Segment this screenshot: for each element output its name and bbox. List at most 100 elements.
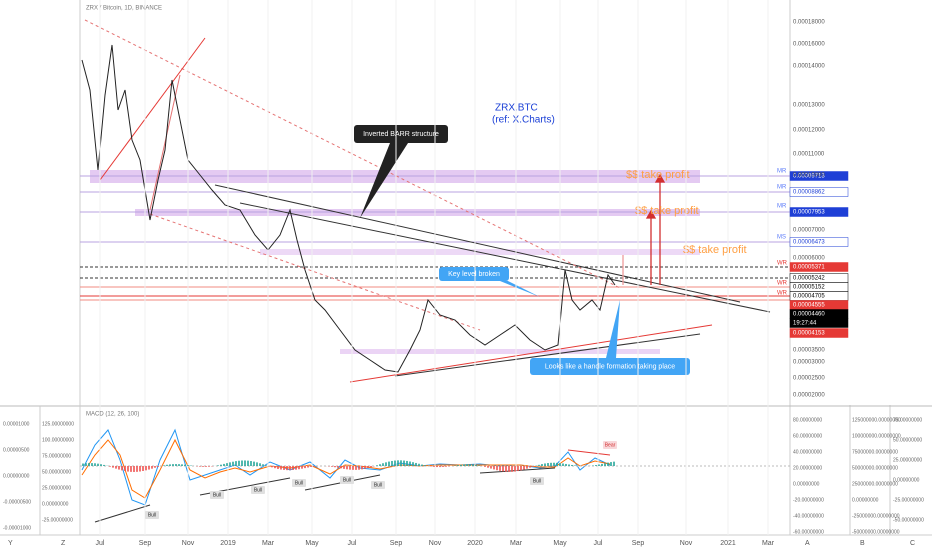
macd-histogram: [112, 466, 114, 468]
macd-histogram: [244, 460, 246, 466]
macd-histogram: [532, 466, 534, 467]
macd-histogram: [358, 466, 360, 470]
price-axis-label: 0.00002000: [793, 393, 825, 399]
price-axis-label: 0.00003500: [793, 348, 825, 354]
take-profit-label: $$ take profit: [683, 244, 747, 256]
macd-histogram: [82, 463, 84, 466]
scale-letter: B: [860, 540, 865, 547]
macd-histogram: [199, 466, 201, 467]
time-axis-label: Nov: [182, 540, 195, 547]
macd-title: MACD (12, 26, 100): [86, 412, 139, 418]
macd-histogram: [184, 464, 186, 466]
macd-histogram: [172, 464, 174, 466]
macd-histogram: [223, 463, 225, 466]
macd-histogram: [166, 464, 168, 466]
macd-histogram: [520, 466, 522, 471]
macd-right-axis2-label: 50000000.00000000: [852, 465, 898, 471]
price-axis-label: 0.00013000: [793, 103, 825, 109]
macd-histogram: [442, 466, 444, 467]
macd-histogram: [271, 466, 273, 468]
macd-right-axis2-label: 100000000.00000000: [852, 433, 901, 439]
macd-histogram: [256, 462, 258, 466]
price-tag-box: [789, 207, 849, 217]
macd-histogram: [280, 466, 282, 470]
price-axis-label: 0.00018000: [793, 20, 825, 26]
macd-far-axis-label: 75.00000000: [893, 417, 922, 423]
macd-inner-axis-label: 100.00000000: [42, 437, 74, 443]
macd-histogram: [466, 464, 468, 466]
macd-histogram: [544, 463, 546, 466]
price-tag: 0.00005152: [793, 285, 825, 291]
signal-label: Bull: [254, 487, 262, 493]
price-tag-box: [789, 187, 849, 197]
macd-histogram: [286, 466, 288, 471]
signal-box: [210, 491, 224, 499]
macd-histogram: [295, 466, 297, 470]
macd-right-axis-label: 0.00000000: [793, 481, 820, 487]
time-axis-label: 2021: [720, 540, 736, 547]
signal-label: Bull: [374, 482, 382, 488]
scale-letter: C: [910, 540, 915, 547]
macd-histogram: [394, 460, 396, 466]
macd-histogram: [361, 466, 363, 470]
macd-histogram: [163, 465, 165, 466]
macd-line: [81, 428, 611, 506]
macd-right-axis-label: -60.00000000: [793, 529, 824, 535]
macd-right-axis-label: 60.00000000: [793, 433, 822, 439]
macd-histogram: [262, 464, 264, 466]
macd-histogram: [115, 466, 117, 469]
callout-box: [530, 358, 690, 375]
macd-histogram: [346, 466, 348, 470]
macd-inner-axis-label: 0.00000000: [42, 501, 69, 507]
macd-histogram: [415, 462, 417, 466]
macd-histogram: [439, 466, 441, 468]
macd-histogram: [352, 466, 354, 470]
macd-histogram: [424, 465, 426, 466]
macd-histogram: [403, 460, 405, 466]
macd-histogram: [232, 461, 234, 466]
signal-label: Bull: [533, 478, 541, 484]
macd-inner-axis-label: 50.00000000: [42, 469, 71, 475]
macd-histogram: [538, 464, 540, 466]
signal-label: Bull: [213, 492, 221, 498]
price-tag-box: [789, 171, 849, 181]
chart-header: ZRX / Bitcoin, 1D, BINANCE: [86, 6, 162, 12]
signal-box: [340, 476, 354, 484]
macd-right-axis-label: 80.00000000: [793, 417, 822, 423]
signal-box: [145, 511, 159, 519]
macd-histogram: [595, 465, 597, 466]
time-axis-label: Sep: [139, 540, 152, 547]
scale-letter: A: [805, 540, 810, 547]
signal-box: [603, 441, 617, 449]
price-tag: 0.00005242: [793, 276, 825, 282]
level-tag: MS: [777, 235, 786, 241]
macd-histogram: [337, 466, 339, 468]
scale-letter: Z: [61, 540, 66, 547]
macd-right-axis2-label: -25000000.00000000: [852, 513, 900, 519]
macd-histogram: [91, 463, 93, 466]
macd-histogram: [484, 466, 486, 467]
macd-far-axis-label: -25.00000000: [893, 497, 924, 503]
macd-histogram: [409, 461, 411, 466]
macd-histogram: [154, 466, 156, 468]
signal-box: [530, 477, 544, 485]
signal-label: Bear: [605, 442, 616, 448]
price-tag-box: [789, 262, 849, 272]
level-tag: WR: [777, 281, 788, 287]
macd-histogram: [151, 466, 153, 469]
macd-histogram: [169, 464, 171, 466]
macd-histogram: [436, 466, 438, 468]
price-tag: 0.00004460: [793, 312, 825, 318]
macd-histogram: [598, 464, 600, 466]
macd-histogram: [397, 460, 399, 466]
macd-histogram: [205, 466, 207, 467]
price-tag: 0.00009713: [793, 174, 825, 180]
macd-histogram: [100, 464, 102, 466]
macd-histogram: [370, 466, 372, 468]
macd-inner-axis-label: 75.00000000: [42, 453, 71, 459]
macd-histogram: [505, 466, 507, 472]
price-tag-box: [789, 328, 849, 338]
macd-histogram: [340, 466, 342, 469]
macd-histogram: [127, 466, 129, 472]
